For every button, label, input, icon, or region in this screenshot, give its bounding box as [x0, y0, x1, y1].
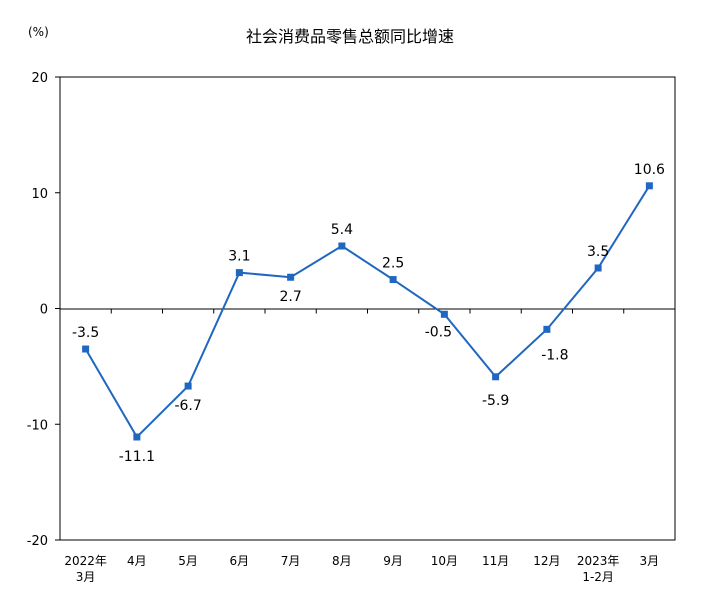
data-label: -11.1: [119, 449, 155, 465]
data-label: -1.8: [541, 347, 568, 363]
x-tick-label: 8月: [332, 554, 352, 568]
data-label: -6.7: [174, 398, 201, 414]
y-tick-label: 20: [31, 71, 48, 86]
data-labels: -3.5 -11.1 -6.7 3.1 2.7 5.4 2.5 -0.5 -5.9 -1.8 3.5…: [72, 162, 665, 465]
x-tick-label: 3月: [640, 554, 660, 568]
data-point: [235, 269, 243, 277]
data-point: [645, 182, 653, 190]
y-tick-label: 10: [31, 187, 48, 202]
x-tick-label: 7月: [281, 554, 301, 568]
y-axis-ticks: 20 10 0 -10 -20: [27, 71, 60, 549]
data-label: -3.5: [72, 325, 99, 341]
x-tick-label: 9月: [383, 554, 403, 568]
y-tick-label: -10: [27, 418, 48, 433]
x-tick-label: 4月: [127, 554, 147, 568]
data-point: [543, 325, 551, 333]
x-tick-label: 2022年 3月: [64, 554, 107, 584]
data-label: -0.5: [425, 324, 452, 340]
data-label: 2.5: [382, 256, 404, 272]
data-markers: [82, 182, 653, 441]
data-point: [82, 345, 90, 353]
data-label: -5.9: [482, 393, 509, 409]
data-point: [594, 264, 602, 272]
data-point: [133, 433, 141, 441]
data-label: 5.4: [331, 222, 353, 238]
x-axis-ticks: 2022年 3月 4月 5月 6月 7月 8月 9月 10月 11月 12月 2023年 1-2月 3月: [59, 308, 676, 584]
data-point: [338, 242, 346, 250]
series-line: [84, 185, 651, 439]
y-tick-label: -20: [27, 534, 48, 549]
data-point: [440, 310, 448, 318]
data-point: [389, 276, 397, 284]
data-label: 3.5: [587, 244, 609, 260]
y-tick-label: 0: [40, 303, 48, 318]
data-label: 10.6: [634, 162, 665, 178]
data-label: 3.1: [228, 249, 250, 265]
data-label: 2.7: [279, 289, 301, 305]
data-point: [287, 273, 295, 281]
chart-title: 社会消费品零售总额同比增速: [246, 27, 454, 46]
x-tick-label: 6月: [230, 554, 250, 568]
x-tick-label: 10月: [431, 554, 458, 568]
data-point: [492, 373, 500, 381]
x-tick-label: 2023年 1-2月: [577, 554, 620, 584]
x-tick-label: 12月: [533, 554, 560, 568]
x-tick-label: 11月: [482, 554, 509, 568]
unit-label: (%): [28, 25, 49, 39]
x-tick-label: 5月: [178, 554, 198, 568]
data-point: [184, 382, 192, 390]
